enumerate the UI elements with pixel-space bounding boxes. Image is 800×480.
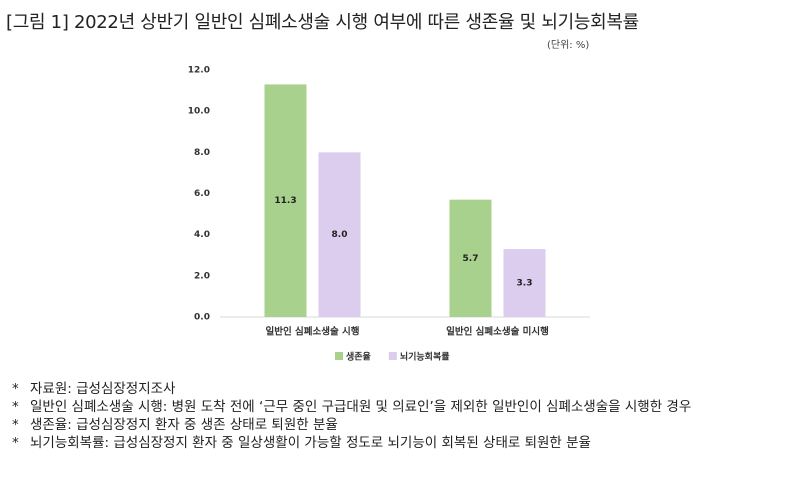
note: * 뇌기능회복률: 급성심장정지 환자 중 일상생활이 가능할 정도로 뇌기능이 … — [12, 434, 782, 452]
value-label: 3.3 — [517, 279, 533, 289]
y-tick-label: 10.0 — [188, 107, 210, 117]
bullet: * — [12, 399, 19, 415]
note: * 생존율: 급성심장정지 환자 중 생존 상태로 퇴원한 분율 — [12, 416, 782, 434]
value-label: 5.7 — [463, 254, 479, 264]
note-text: 일반인 심폐소생술 시행: 병원 도착 전에 ‘근무 중인 구급대원 및 의료인… — [30, 399, 692, 415]
bar — [503, 249, 546, 317]
notes: * 자료원: 급성심장정지조사 * 일반인 심폐소생술 시행: 병원 도착 전에 ‘근… — [12, 380, 782, 452]
bullet: * — [12, 417, 19, 433]
y-tick-label: 2.0 — [194, 271, 210, 281]
note-text: 뇌기능회복률: 급성심장정지 환자 중 일상생활이 가능할 정도로 뇌기능이 회… — [30, 435, 591, 451]
legend-label: 생존율 — [346, 351, 371, 363]
x-tick-label: 일반인 심폐소생술 시행 — [265, 326, 359, 338]
legend-label: 뇌기능회복률 — [400, 351, 450, 363]
y-tick-label: 12.0 — [188, 66, 210, 76]
value-label: 8.0 — [332, 230, 348, 240]
bar — [449, 199, 492, 317]
bullet: * — [12, 435, 19, 451]
chart-title: [그림 1] 2022년 상반기 일반인 심폐소생술 시행 여부에 따른 생존율… — [6, 12, 639, 33]
note: * 일반인 심폐소생술 시행: 병원 도착 전에 ‘근무 중인 구급대원 및 의료… — [12, 398, 782, 416]
bullet: * — [12, 381, 19, 397]
x-tick-label: 일반인 심폐소생술 미시행 — [446, 326, 549, 338]
note-text: 자료원: 급성심장정지조사 — [30, 381, 176, 397]
legend-swatch — [388, 352, 397, 360]
legend-swatch — [335, 352, 343, 360]
y-tick-label: 4.0 — [194, 230, 210, 240]
note-text: 생존율: 급성심장정지 환자 중 생존 상태로 퇴원한 분율 — [30, 417, 338, 433]
chart: 0.0 2.0 4.0 6.0 8.0 10.0 12.0 일반인 심폐소생술 시행 11.3 8… — [188, 66, 590, 363]
y-tick-label: 0.0 — [194, 313, 210, 323]
unit-label: (단위: %) — [547, 40, 590, 51]
value-label: 11.3 — [274, 196, 296, 206]
y-tick-label: 8.0 — [194, 148, 210, 158]
note: * 자료원: 급성심장정지조사 — [12, 380, 782, 398]
bar — [318, 152, 361, 317]
bar — [264, 84, 307, 318]
y-tick-label: 6.0 — [194, 189, 210, 199]
